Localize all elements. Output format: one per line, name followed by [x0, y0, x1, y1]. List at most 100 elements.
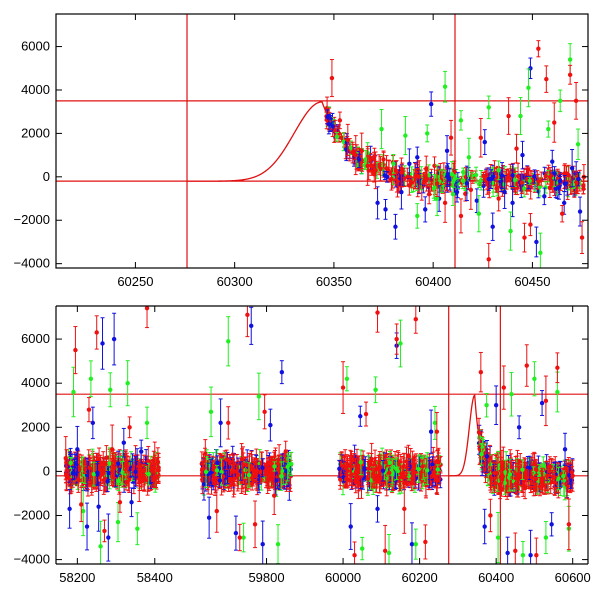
data-point-red	[368, 156, 373, 162]
data-point-blue	[260, 465, 265, 470]
data-point-blue	[384, 174, 390, 180]
data-point-green	[68, 460, 73, 466]
data-point-blue	[482, 139, 487, 145]
data-point-green	[521, 186, 527, 191]
data-point-blue	[510, 200, 515, 206]
y-tick-label: 0	[43, 169, 50, 184]
data-point-red	[155, 459, 161, 465]
top-panel: 60250 60300 60350 60400 60450 −4000 −2000 0 2000…	[13, 13, 589, 289]
data-point-green	[279, 473, 284, 479]
x-tick-label: 60400	[415, 274, 451, 289]
data-point-red	[401, 176, 407, 182]
data-point-red	[575, 180, 581, 186]
data-point-green	[460, 178, 465, 183]
data-point-red	[373, 168, 378, 173]
data-point-green	[546, 126, 551, 132]
data-point-green	[434, 196, 440, 201]
data-point-blue	[383, 207, 388, 212]
data-point-red	[141, 467, 147, 473]
data-point-green	[426, 173, 432, 178]
data-point-green	[146, 471, 151, 477]
data-point-green	[476, 211, 482, 216]
data-point-red	[579, 235, 585, 240]
data-point-red	[424, 176, 429, 182]
data-point-red	[413, 173, 418, 179]
data-point-green	[120, 470, 125, 475]
data-point-blue	[444, 148, 450, 153]
data-point-blue	[552, 171, 557, 176]
data-point-red	[559, 211, 565, 216]
data-point-blue	[510, 173, 515, 178]
data-point-red	[270, 472, 276, 478]
data-point-red	[389, 176, 394, 182]
data-point-red	[150, 468, 156, 473]
data-point-red	[353, 152, 358, 158]
bottom-plot-area	[56, 306, 588, 564]
data-point-red	[339, 135, 344, 140]
data-point-red	[258, 470, 263, 475]
data-point-blue	[217, 478, 223, 483]
data-point-blue	[464, 181, 470, 186]
data-point-blue	[326, 121, 332, 127]
data-point-red	[386, 168, 392, 174]
data-point-red	[231, 476, 237, 482]
data-point-blue	[491, 174, 496, 179]
data-point-green	[486, 105, 491, 110]
data-point-blue	[407, 161, 412, 166]
data-point-red	[548, 177, 553, 183]
data-point-red	[515, 173, 521, 179]
y-tick-label: 6000	[21, 39, 50, 54]
bottom-panel: 58200 58400 59800 60000 60200 60400 60600−4000…	[13, 305, 591, 585]
data-point-green	[496, 168, 501, 173]
data-point-green	[526, 85, 531, 91]
data-point-green	[442, 84, 448, 89]
data-point-green	[203, 469, 209, 475]
data-point-red	[547, 174, 553, 180]
data-point-red	[426, 191, 432, 197]
data-point-blue	[115, 461, 121, 466]
data-point-red	[496, 196, 501, 201]
data-point-red	[381, 157, 386, 162]
data-point-green	[425, 131, 430, 136]
data-point-red	[64, 474, 69, 479]
data-point-red	[506, 173, 511, 178]
data-point-red	[146, 458, 151, 464]
data-point-red	[141, 477, 147, 482]
data-point-red	[543, 173, 548, 179]
data-point-red	[573, 98, 579, 104]
data-point-green	[379, 126, 384, 132]
top-panel-frame	[55, 13, 589, 269]
data-point-red	[528, 222, 533, 227]
data-point-blue	[106, 470, 111, 476]
data-point-blue	[399, 189, 404, 195]
data-point-red	[263, 471, 268, 477]
data-point-red	[243, 462, 249, 468]
data-point-green	[363, 157, 368, 162]
data-point-blue	[208, 470, 214, 475]
data-point-red	[87, 465, 92, 470]
data-point-blue	[330, 124, 336, 129]
data-point-red	[544, 76, 549, 82]
data-point-green	[558, 98, 563, 104]
data-point-red	[536, 46, 541, 51]
data-point-green	[469, 173, 475, 178]
data-point-green	[334, 134, 340, 140]
data-point-blue	[577, 209, 583, 214]
data-point-blue	[534, 239, 539, 245]
data-point-blue	[128, 466, 133, 472]
data-point-green	[478, 177, 484, 183]
data-point-blue	[532, 174, 537, 179]
data-point-red	[442, 200, 448, 206]
data-point-green	[243, 467, 248, 473]
data-point-red	[82, 467, 88, 472]
data-point-red	[564, 171, 569, 176]
data-point-green	[246, 472, 252, 478]
data-point-green	[272, 464, 277, 469]
data-point-red	[519, 180, 524, 185]
data-point-red	[506, 113, 511, 119]
data-point-blue	[542, 194, 547, 199]
data-point-red	[337, 118, 343, 123]
data-point-blue	[486, 176, 492, 182]
data-point-green	[473, 172, 479, 178]
